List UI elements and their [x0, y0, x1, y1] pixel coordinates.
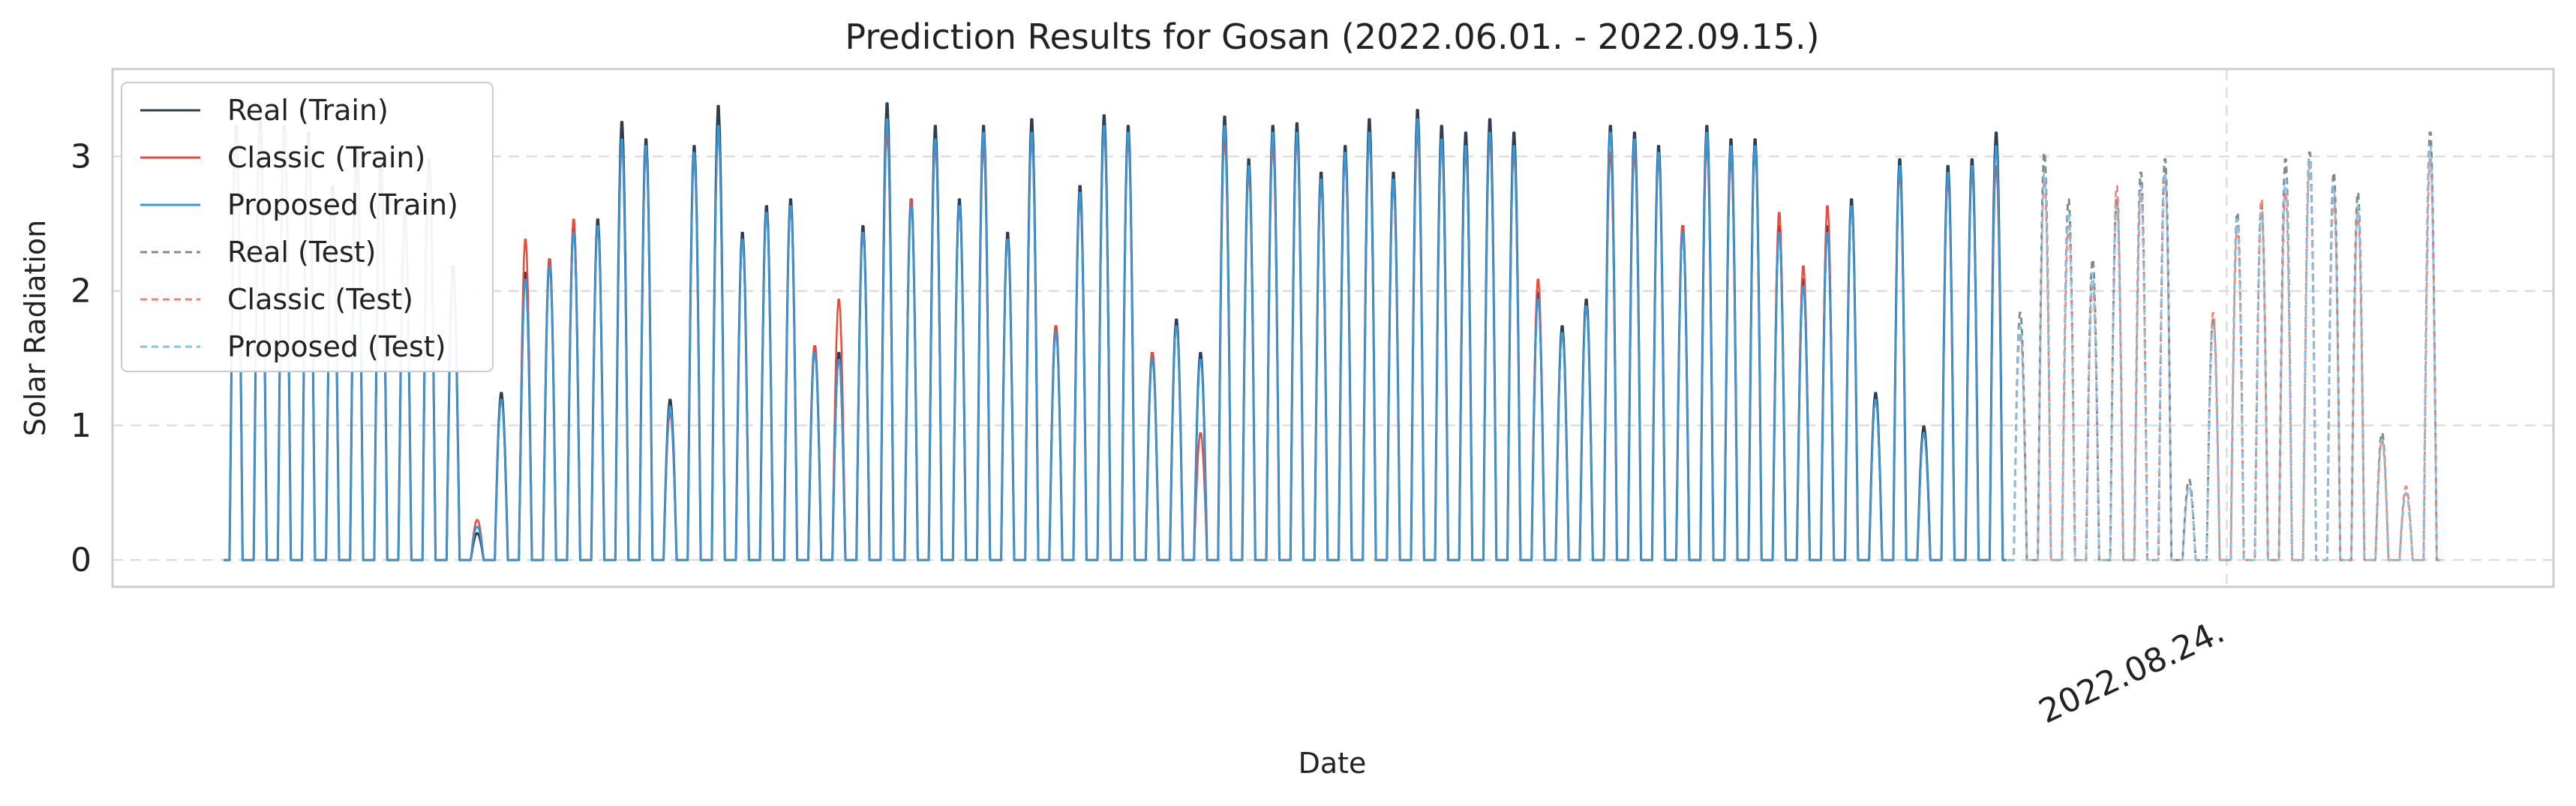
series-layer: [223, 102, 2441, 561]
plot-frame: [111, 68, 2555, 588]
y-tick-label: 0: [71, 541, 92, 579]
y-tick-label: 1: [71, 407, 92, 445]
legend-label: Proposed (Train): [227, 188, 458, 221]
series-proposed-train: [224, 118, 2007, 561]
x-axis-label: Date: [1299, 747, 1367, 780]
legend-items: Real (Train) Classic (Train) Proposed (Tra…: [140, 94, 458, 363]
y-tick-label: 2: [71, 272, 92, 311]
y-tick-labels: 0 1 2 3: [71, 137, 92, 579]
chart-title: Prediction Results for Gosan (2022.06.01…: [845, 17, 1819, 57]
legend-label: Real (Train): [227, 94, 389, 127]
legend-box: [121, 82, 494, 372]
legend-label: Real (Test): [227, 236, 376, 269]
y-tick-label: 3: [71, 137, 92, 176]
legend-label: Proposed (Test): [227, 330, 446, 363]
series-proposed-test: [2007, 145, 2441, 561]
y-axis-label: Solar Radiation: [19, 220, 52, 437]
legend-label: Classic (Train): [227, 141, 425, 174]
legend-label: Classic (Test): [227, 283, 413, 316]
legend: Real (Train) Classic (Train) Proposed (Tra…: [121, 82, 494, 372]
grid-layer: [113, 69, 2553, 587]
